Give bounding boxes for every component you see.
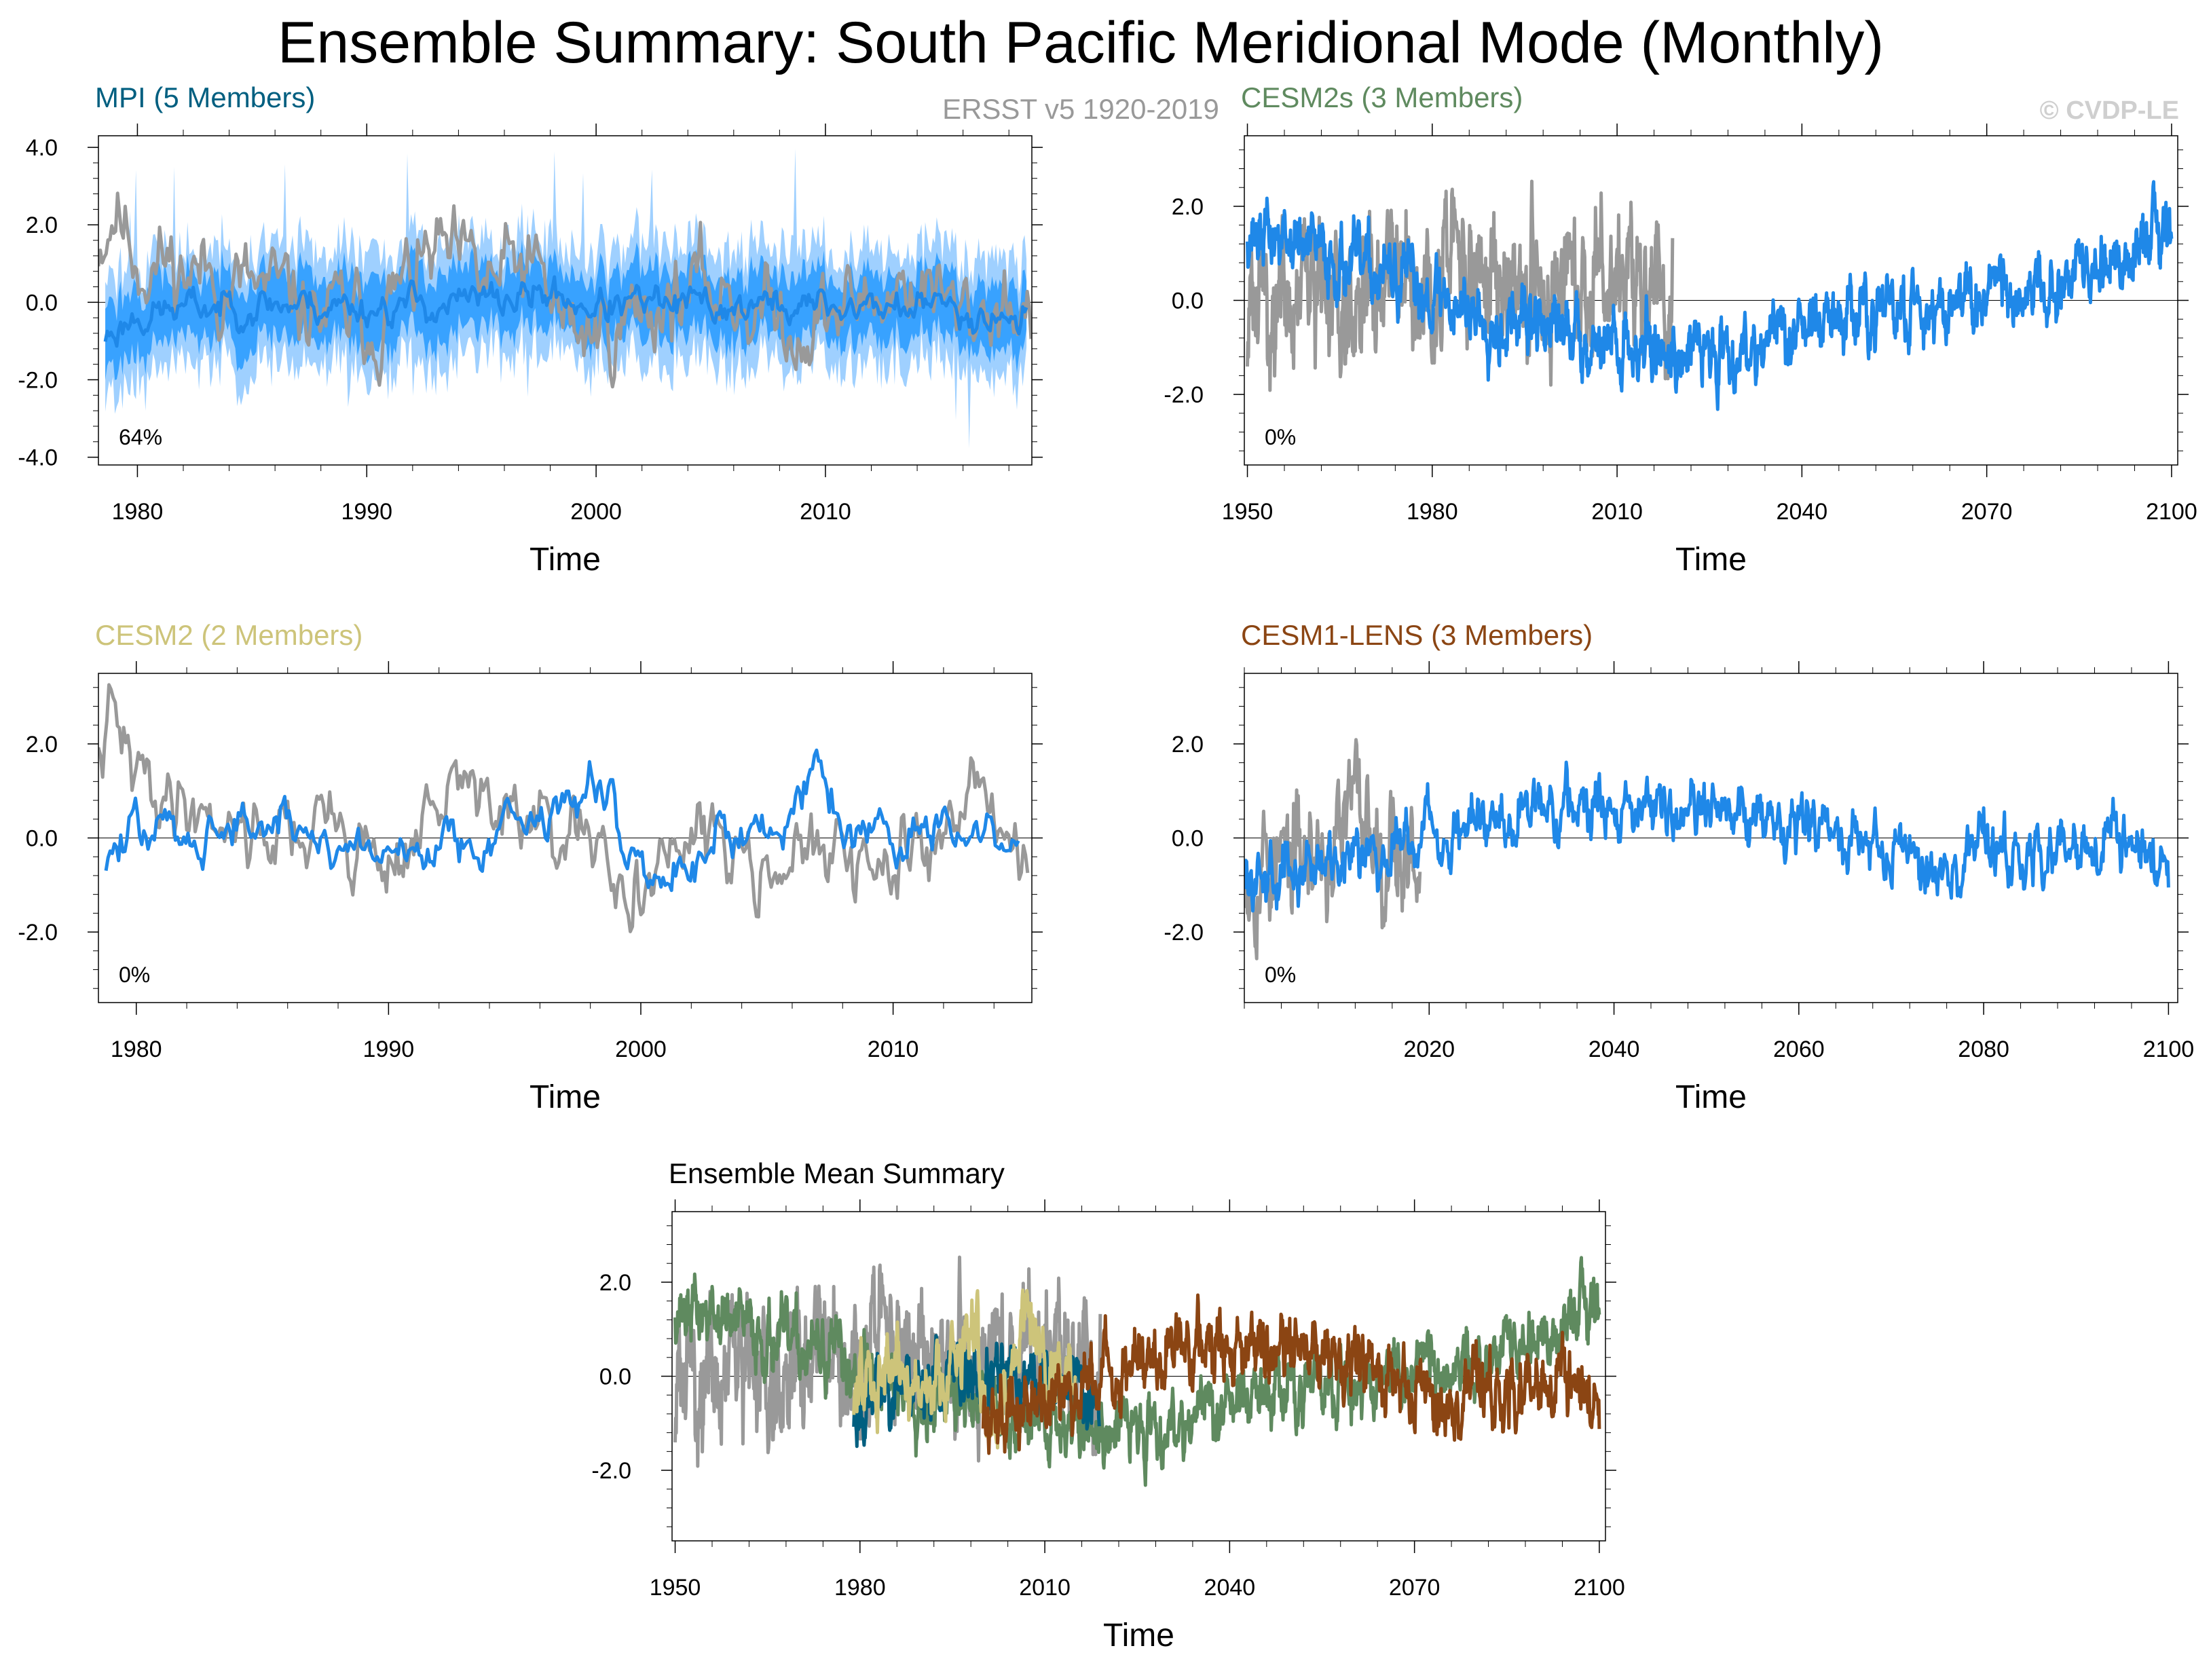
x-axis-label: Time [1675,542,1747,578]
panel-summary: Ensemble Mean Summary -2.0 0.0 2.0 1950 1980 2… [591,1157,1624,1654]
plot-area [98,149,1032,449]
x-tick-label: 2100 [2146,499,2197,525]
x-axis-label: Time [1103,1618,1174,1654]
panel-title: Ensemble Mean Summary [669,1157,1005,1189]
y-tick-label: 0.0 [1172,826,1204,852]
y-tick-label: -2.0 [591,1458,631,1484]
y-tick-label: -2.0 [18,367,58,393]
plot-area [1244,738,2170,960]
y-tick-label: 2.0 [599,1270,631,1296]
copyright-label: © CVDP-LE [2040,96,2179,125]
panel-cesm2s: CESM2s (3 Members) -2.0 0.0 2.0 1950 1980 2010… [1164,81,2197,578]
series-line-model-4 [981,1293,1601,1455]
percent-annotation: 64% [119,425,162,449]
x-tick-label: 2010 [800,499,851,525]
x-tick-label: 2100 [2143,1037,2195,1062]
x-tick-label: 2100 [1574,1575,1625,1601]
panel-title: CESM1-LENS (3 Members) [1241,619,1593,651]
x-tick-label: 1950 [1222,499,1274,525]
obs-dataset-label: ERSST v5 1920-2019 [942,93,1219,125]
x-tick-label: 2040 [1777,499,1828,525]
x-tick-label: 1980 [834,1575,886,1601]
y-tick-label: 0.0 [26,290,58,316]
x-axis-label: Time [529,542,601,578]
plot-area [673,1255,1601,1487]
panels: MPI (5 Members) -4.0 -2.0 0.0 2.0 4.0 1980 1990… [18,81,2197,1654]
x-tick-label: 1990 [341,499,392,525]
x-tick-label: 1980 [112,499,164,525]
panel-title: CESM2s (3 Members) [1241,81,1523,113]
panel-title: MPI (5 Members) [95,81,315,113]
x-tick-label: 2060 [1773,1037,1825,1062]
y-tick-label: 0.0 [26,826,58,852]
y-tick-label: -2.0 [1164,382,1204,408]
x-tick-label: 2010 [1019,1575,1071,1601]
series-line-obs [98,683,1030,933]
plot-area [98,683,1030,933]
series-line-model-1 [103,275,1028,348]
x-tick-label: 2000 [615,1037,667,1062]
y-tick-label: 2.0 [26,212,58,238]
y-tick-label: 2.0 [1172,732,1204,758]
series-line-model-1 [1244,760,2170,913]
x-tick-label: 1980 [1407,499,1458,525]
series-line-obs [1244,738,1422,960]
x-tick-label: 2010 [868,1037,919,1062]
series-line-model-3 [852,1288,1077,1450]
panel-title: CESM2 (2 Members) [95,619,363,651]
series-line-model-1 [1246,180,2174,411]
figure-title: Ensemble Summary: South Pacific Meridion… [278,10,1884,75]
x-tick-label: 2040 [1588,1037,1640,1062]
y-tick-label: -2.0 [18,920,58,946]
y-tick-label: 2.0 [26,732,58,758]
percent-annotation: 0% [119,963,150,987]
panel-mpi: MPI (5 Members) -4.0 -2.0 0.0 2.0 4.0 1980 1990… [18,81,1043,578]
y-tick-label: -4.0 [18,445,58,471]
x-axis-label: Time [529,1079,601,1115]
y-tick-label: 2.0 [1172,194,1204,220]
plot-area [1246,179,2174,411]
x-tick-label: 1980 [111,1037,162,1062]
series-line-model-1 [104,748,1020,893]
series-line-model-1 [673,1256,1601,1487]
series-line-obs [1246,179,1675,392]
panel-cesm2: CESM2 (2 Members) -2.0 0.0 2.0 1980 1990 2000 2… [18,619,1043,1115]
percent-annotation: 0% [1265,963,1296,987]
x-tick-label: 2040 [1204,1575,1256,1601]
x-tick-label: 1990 [363,1037,415,1062]
x-tick-label: 1950 [650,1575,701,1601]
x-axis-label: Time [1675,1079,1747,1115]
x-tick-label: 2070 [1389,1575,1441,1601]
percent-annotation: 0% [1265,425,1296,449]
x-tick-label: 2020 [1403,1037,1455,1062]
x-tick-label: 2010 [1591,499,1643,525]
x-tick-label: 2070 [1961,499,2013,525]
plot-frame [98,135,1033,466]
y-tick-label: 0.0 [599,1364,631,1390]
y-tick-label: 0.0 [1172,288,1204,314]
panel-cesm1: CESM1-LENS (3 Members) -2.0 0.0 2.0 2020 2040… [1164,619,2194,1115]
y-tick-label: 4.0 [26,135,58,161]
y-tick-label: -2.0 [1164,920,1204,946]
x-tick-label: 2080 [1958,1037,2009,1062]
x-tick-label: 2000 [570,499,622,525]
